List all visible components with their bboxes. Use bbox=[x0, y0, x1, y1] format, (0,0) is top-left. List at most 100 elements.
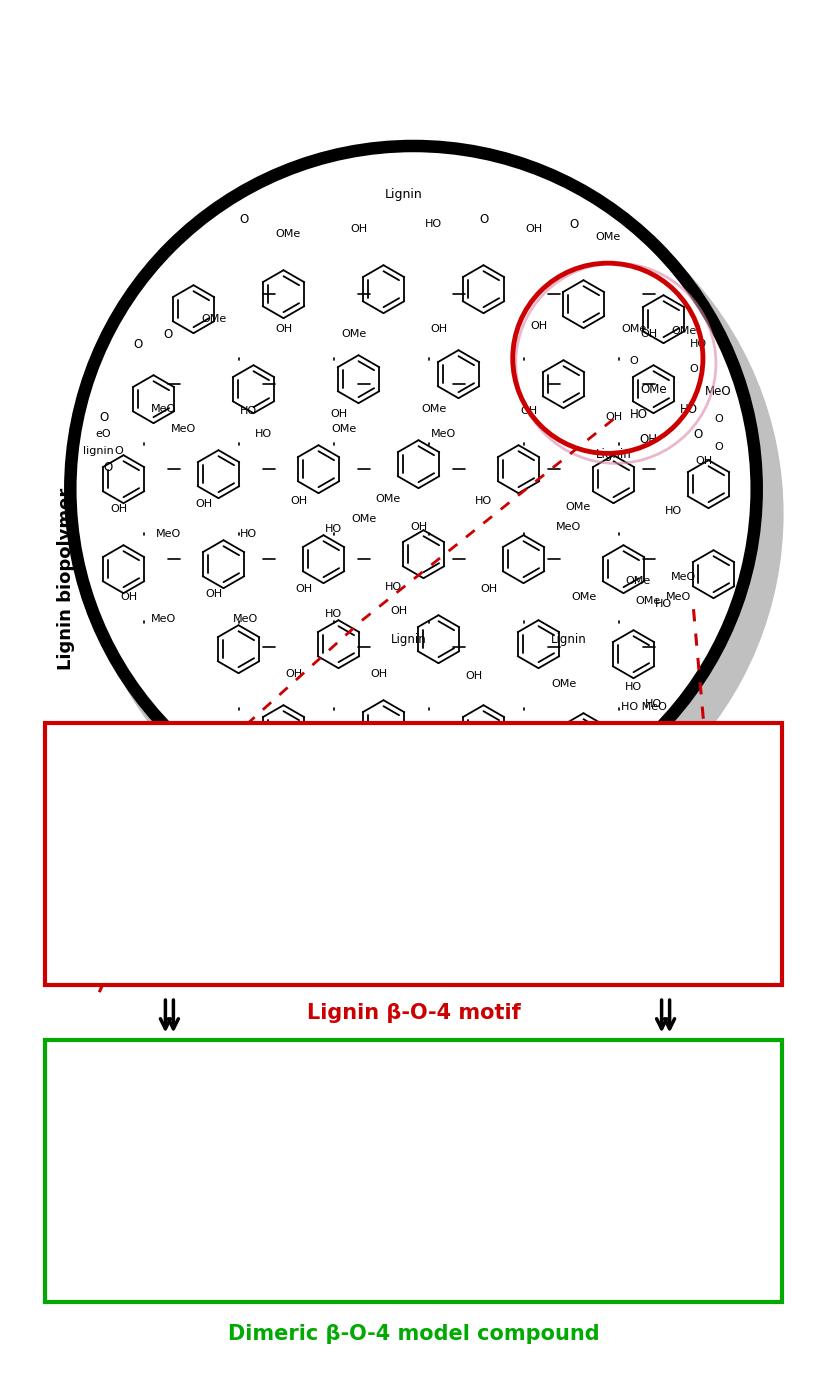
Text: OH: OH bbox=[320, 779, 337, 790]
Text: OH: OH bbox=[420, 729, 437, 739]
Text: OH: OH bbox=[639, 433, 657, 445]
Text: MeO: MeO bbox=[155, 529, 181, 539]
Text: Lignin: Lignin bbox=[551, 633, 586, 646]
Text: Lignin: Lignin bbox=[390, 633, 427, 646]
Text: OH: OH bbox=[110, 504, 127, 514]
Bar bbox=[45, 1040, 782, 1302]
Text: O: O bbox=[689, 364, 698, 375]
Text: Dimeric β-O-4 model compound: Dimeric β-O-4 model compound bbox=[227, 1324, 600, 1344]
Text: OMe: OMe bbox=[636, 597, 661, 606]
Text: R$^1$: R$^1$ bbox=[357, 1086, 375, 1105]
Text: R$^1$ = H or OMe: R$^1$ = H or OMe bbox=[531, 1131, 644, 1151]
Text: Lignin: Lignin bbox=[595, 448, 631, 460]
Text: OH: OH bbox=[304, 796, 327, 812]
Text: eO: eO bbox=[96, 429, 112, 440]
Text: O: O bbox=[302, 1153, 314, 1169]
Text: MeO: MeO bbox=[331, 732, 356, 743]
Text: Lignin: Lignin bbox=[385, 187, 423, 201]
Text: R$^2$ = H, OH or Me: R$^2$ = H, OH or Me bbox=[531, 1163, 666, 1184]
Text: HO: HO bbox=[580, 734, 597, 744]
Text: OH: OH bbox=[640, 329, 657, 339]
Text: OH: OH bbox=[480, 584, 497, 594]
Text: HO: HO bbox=[240, 407, 257, 416]
Text: HO: HO bbox=[625, 682, 642, 692]
Text: MeO: MeO bbox=[431, 429, 457, 440]
Text: HO: HO bbox=[655, 599, 672, 609]
Text: O: O bbox=[479, 212, 488, 226]
Text: HO: HO bbox=[665, 506, 682, 517]
Text: HO: HO bbox=[327, 875, 351, 890]
Text: OMe: OMe bbox=[571, 593, 596, 602]
Text: OMe: OMe bbox=[671, 327, 696, 336]
Text: OH: OH bbox=[120, 593, 137, 602]
Text: Lignin β-O-4 motif: Lignin β-O-4 motif bbox=[307, 1003, 520, 1022]
Text: OMe: OMe bbox=[640, 383, 667, 395]
Text: OH: OH bbox=[390, 606, 407, 616]
Text: LigninO: LigninO bbox=[69, 836, 127, 852]
Text: OMe: OMe bbox=[566, 502, 591, 513]
Text: OMe: OMe bbox=[376, 495, 401, 504]
Text: OH: OH bbox=[195, 499, 212, 510]
Text: O: O bbox=[99, 411, 108, 423]
Text: OH: OH bbox=[410, 522, 427, 532]
Text: OH: OH bbox=[290, 496, 307, 506]
Text: O: O bbox=[104, 460, 113, 474]
Text: O: O bbox=[356, 830, 369, 845]
Circle shape bbox=[70, 146, 757, 832]
Text: O: O bbox=[279, 728, 288, 741]
Text: R$^2$: R$^2$ bbox=[141, 1210, 160, 1229]
Text: O: O bbox=[134, 338, 143, 350]
Text: MeO: MeO bbox=[171, 424, 196, 434]
Text: MeO: MeO bbox=[151, 615, 176, 624]
Text: R = H or OMe: R = H or OMe bbox=[334, 952, 439, 967]
Text: OH: OH bbox=[520, 407, 537, 416]
Text: OH: OH bbox=[530, 321, 547, 331]
Text: R$^1$: R$^1$ bbox=[141, 1104, 160, 1123]
Text: O: O bbox=[694, 427, 703, 441]
Text: O: O bbox=[499, 783, 508, 795]
Text: HO: HO bbox=[629, 408, 648, 420]
Text: R: R bbox=[461, 881, 472, 898]
Text: HO: HO bbox=[255, 429, 272, 440]
Text: O: O bbox=[569, 218, 578, 230]
Text: MeO: MeO bbox=[151, 404, 176, 415]
Text: HO: HO bbox=[690, 339, 707, 349]
Text: O: O bbox=[239, 212, 248, 226]
Text: OMe: OMe bbox=[276, 229, 301, 240]
Text: HO: HO bbox=[680, 402, 697, 416]
Text: OH: OH bbox=[695, 456, 712, 466]
Text: O: O bbox=[164, 328, 173, 340]
Text: O: O bbox=[715, 415, 723, 424]
Text: O: O bbox=[504, 730, 513, 744]
Text: OH: OH bbox=[465, 671, 482, 681]
Text: OMe: OMe bbox=[201, 314, 226, 324]
Text: MeO: MeO bbox=[705, 384, 732, 398]
Text: HO: HO bbox=[385, 582, 402, 593]
Text: O: O bbox=[715, 442, 723, 452]
Text: O: O bbox=[114, 446, 123, 456]
Text: OH: OH bbox=[350, 225, 367, 234]
Text: R: R bbox=[179, 893, 191, 911]
Text: HO: HO bbox=[325, 524, 342, 535]
Text: OH: OH bbox=[605, 412, 622, 422]
Text: HO: HO bbox=[325, 609, 342, 619]
Text: OMe: OMe bbox=[341, 329, 366, 339]
Text: HO MeO: HO MeO bbox=[620, 703, 667, 712]
Text: R$^3$: R$^3$ bbox=[289, 1191, 308, 1209]
Text: Lignin: Lignin bbox=[498, 830, 543, 845]
Text: MeO: MeO bbox=[556, 522, 581, 532]
Text: HO: HO bbox=[405, 783, 422, 792]
Text: OH: OH bbox=[246, 1119, 270, 1134]
Text: OH: OH bbox=[430, 324, 447, 335]
Text: OH: OH bbox=[370, 670, 387, 679]
Text: HO: HO bbox=[645, 699, 662, 710]
Text: HO: HO bbox=[425, 219, 442, 229]
Circle shape bbox=[80, 163, 783, 865]
Text: OMe: OMe bbox=[596, 232, 621, 243]
Text: OMe: OMe bbox=[626, 576, 651, 586]
Text: MeO: MeO bbox=[671, 572, 696, 582]
Text: HO: HO bbox=[475, 496, 492, 506]
Text: MeO: MeO bbox=[666, 593, 691, 602]
Text: HO: HO bbox=[240, 529, 257, 539]
Text: MeO: MeO bbox=[233, 615, 258, 624]
